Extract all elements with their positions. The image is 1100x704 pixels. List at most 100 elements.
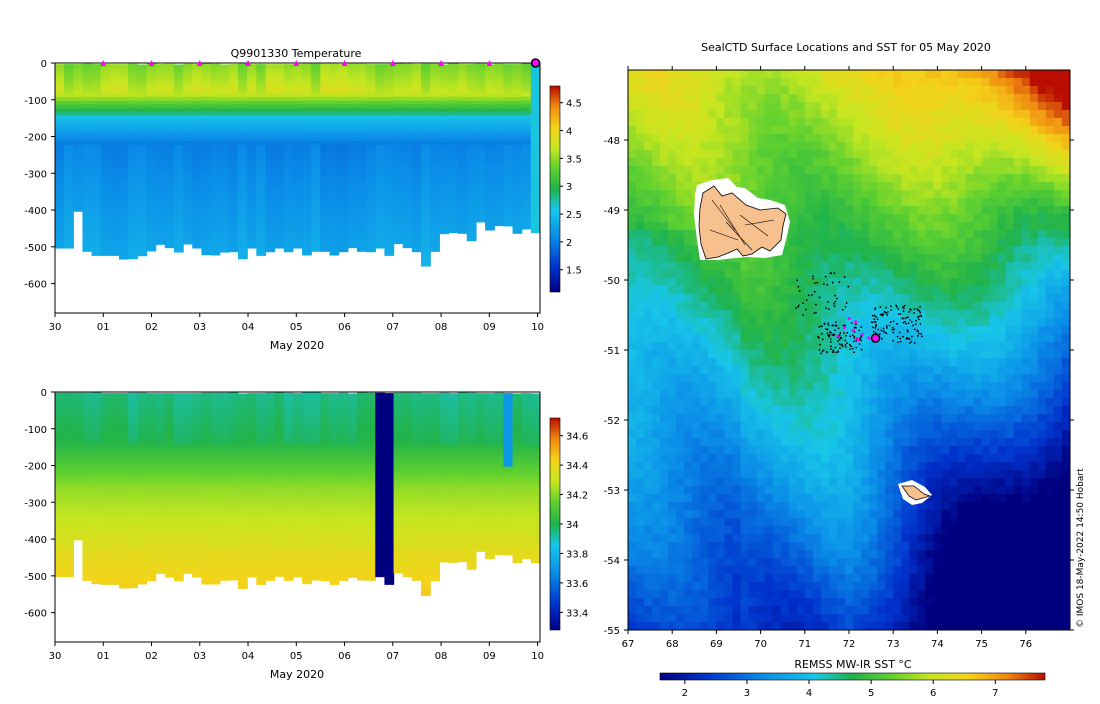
profile-cell <box>430 86 440 90</box>
profile-cell <box>412 441 422 445</box>
profile-cell <box>430 536 440 540</box>
profile-cell <box>412 200 422 204</box>
profile-cell <box>476 64 486 68</box>
profile-cell <box>156 559 166 563</box>
profile-cell <box>403 448 413 452</box>
profile-cell <box>284 127 294 131</box>
profile-cell <box>201 74 211 78</box>
profile-cell <box>147 419 157 423</box>
profile-cell <box>503 130 513 134</box>
profile-cell <box>311 174 321 178</box>
profile-cell <box>421 185 431 189</box>
profile-cell <box>137 510 147 514</box>
profile-cell <box>357 528 367 532</box>
profile-cell <box>82 145 92 149</box>
profile-cell <box>403 543 413 547</box>
profile-cell <box>64 411 74 415</box>
profile-cell <box>439 404 449 408</box>
profile-cell <box>92 145 102 149</box>
profile-cell <box>494 112 504 116</box>
profile-cell <box>128 170 138 174</box>
profile-cell <box>430 441 440 445</box>
profile-cell <box>55 503 65 507</box>
temperature-y-axis: 0-100-200-300-400-500-600 <box>24 59 55 291</box>
profile-cell <box>339 404 349 408</box>
profile-cell <box>458 178 468 182</box>
profile-cell <box>128 514 138 518</box>
profile-cell <box>174 434 184 438</box>
profile-cell <box>238 405 248 409</box>
profile-cell <box>412 418 422 422</box>
profile-cell <box>357 514 367 518</box>
profile-cell <box>302 207 312 211</box>
profile-cell <box>256 492 266 496</box>
profile-cell <box>256 507 266 511</box>
profile-cell <box>311 422 321 426</box>
profile-cell <box>92 149 102 153</box>
profile-cell <box>183 196 193 200</box>
profile-cell <box>494 181 504 185</box>
profile-cell <box>375 404 385 408</box>
profile-cell <box>458 547 468 551</box>
profile-cell <box>165 445 175 449</box>
profile-cell <box>394 555 404 559</box>
profile-cell <box>256 559 266 563</box>
profile-cell <box>330 570 340 574</box>
profile-cell <box>284 226 294 230</box>
profile-cell <box>293 397 303 401</box>
profile-cell <box>403 474 413 478</box>
profile-cell <box>201 459 211 463</box>
profile-cell <box>284 211 294 215</box>
profile-cell <box>384 404 394 408</box>
profile-cell <box>348 108 358 112</box>
profile-cell <box>101 68 111 72</box>
profile-cell <box>201 396 211 400</box>
profile-cell <box>64 444 74 448</box>
profile-cell <box>82 196 92 200</box>
profile-cell <box>156 219 166 223</box>
profile-cell <box>82 115 92 119</box>
profile-cell <box>247 566 257 570</box>
profile-cell <box>357 78 367 82</box>
profile-cell <box>137 90 147 94</box>
profile-cell <box>412 422 422 426</box>
profile-cell <box>211 145 221 149</box>
profile-cell <box>275 484 285 488</box>
profile-cell <box>330 163 340 167</box>
profile-cell <box>275 116 285 120</box>
profile-cell <box>448 133 458 137</box>
profile-cell <box>467 79 477 83</box>
profile-cell <box>430 489 440 493</box>
profile-cell <box>247 211 257 215</box>
profile-cell <box>165 178 175 182</box>
profile-cell <box>302 229 312 233</box>
profile-cell <box>247 189 257 193</box>
profile-cell <box>201 89 211 93</box>
profile-cell <box>192 237 202 241</box>
profile-cell <box>320 112 330 116</box>
profile-cell <box>238 170 248 174</box>
profile-cell <box>384 241 394 245</box>
profile-cell <box>366 163 376 167</box>
profile-cell <box>394 518 404 522</box>
profile-cell <box>101 163 111 167</box>
profile-cell <box>128 93 138 97</box>
profile-cell <box>458 499 468 503</box>
profile-cell <box>147 496 157 500</box>
profile-cell <box>467 163 477 167</box>
profile-cell <box>366 75 376 79</box>
profile-cell <box>55 518 65 522</box>
profile-cell <box>513 123 523 127</box>
profile-cell <box>293 548 303 552</box>
profile-cell <box>55 185 65 189</box>
profile-cell <box>412 64 422 68</box>
profile-cell <box>531 207 541 211</box>
profile-cell <box>110 138 120 142</box>
profile-cell <box>339 94 349 98</box>
profile-cell <box>192 182 202 186</box>
profile-cell <box>137 175 147 179</box>
profile-cell <box>156 393 166 397</box>
profile-cell <box>201 452 211 456</box>
profile-cell <box>366 448 376 452</box>
profile-cell <box>494 101 504 105</box>
